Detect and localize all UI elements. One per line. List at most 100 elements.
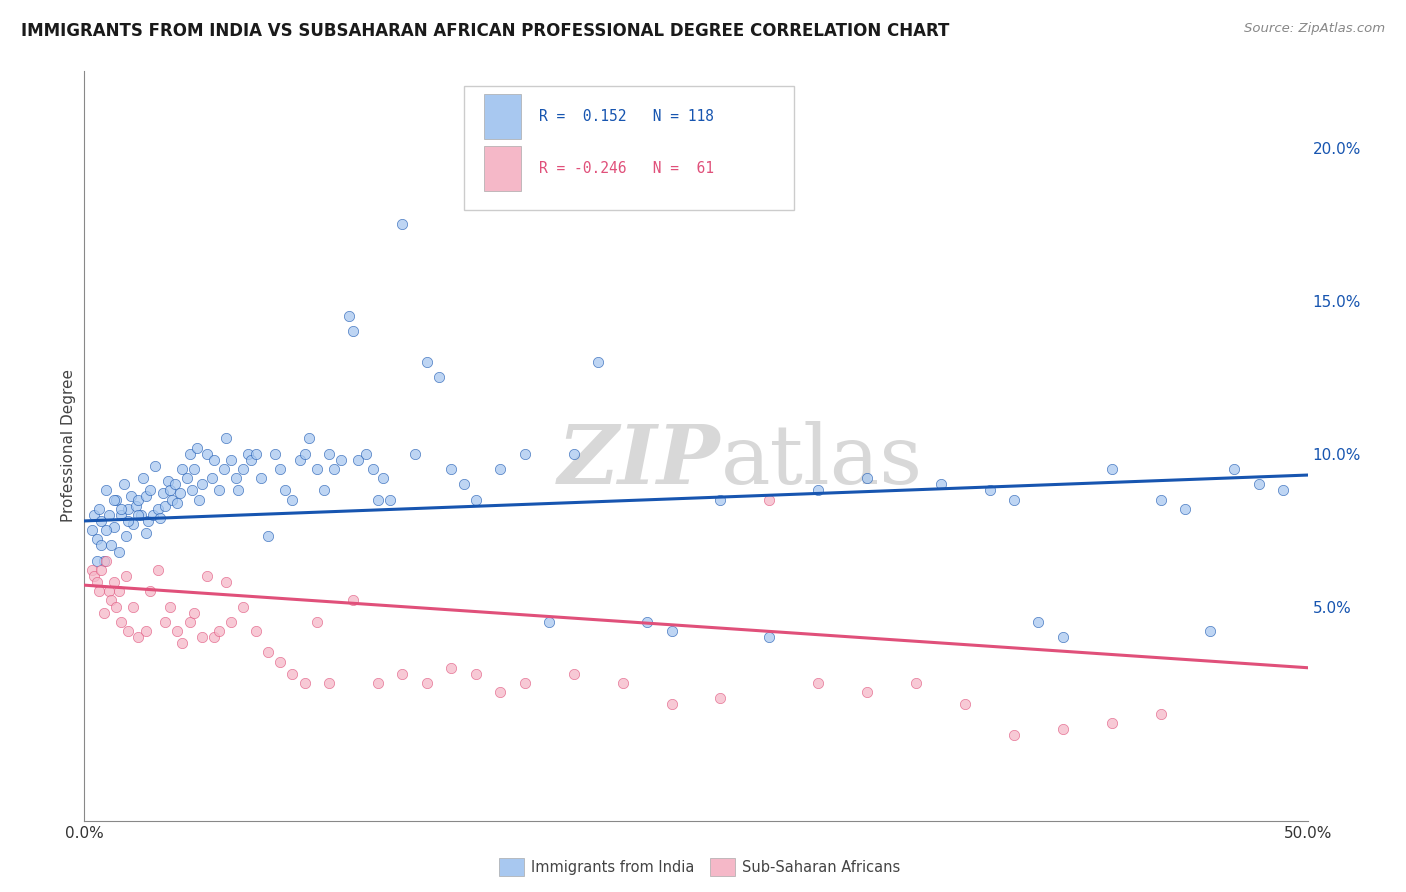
Point	[179, 447, 201, 461]
Point	[1101, 462, 1123, 476]
Point	[172, 462, 194, 476]
Point	[195, 569, 218, 583]
Point	[122, 599, 145, 614]
Point	[391, 666, 413, 681]
Point	[135, 490, 157, 504]
Point	[440, 661, 463, 675]
Point	[1052, 630, 1074, 644]
Point	[1052, 722, 1074, 736]
Point	[416, 355, 439, 369]
Point	[337, 309, 360, 323]
Point	[132, 471, 155, 485]
Point	[143, 458, 166, 473]
Point	[135, 526, 157, 541]
Point	[97, 508, 120, 522]
Point	[163, 477, 186, 491]
Point	[107, 544, 129, 558]
Point	[117, 501, 139, 516]
Point	[269, 655, 291, 669]
Point	[257, 529, 280, 543]
Point	[347, 452, 370, 467]
Point	[538, 615, 561, 629]
Point	[856, 471, 879, 485]
Point	[110, 508, 132, 522]
Point	[181, 483, 204, 498]
Point	[152, 486, 174, 500]
Point	[427, 370, 450, 384]
Point	[129, 508, 152, 522]
Point	[1247, 477, 1270, 491]
Point	[83, 508, 105, 522]
Point	[1101, 715, 1123, 730]
Point	[191, 477, 214, 491]
Point	[239, 452, 262, 467]
Point	[709, 691, 731, 706]
Point	[195, 447, 218, 461]
Point	[86, 533, 108, 547]
Point	[100, 593, 122, 607]
Point	[249, 471, 271, 485]
Point	[139, 483, 162, 498]
Point	[367, 492, 389, 507]
Point	[153, 615, 176, 629]
Point	[318, 676, 340, 690]
Point	[87, 584, 110, 599]
Y-axis label: Professional Degree: Professional Degree	[60, 369, 76, 523]
Point	[953, 698, 976, 712]
FancyBboxPatch shape	[464, 87, 794, 210]
Point	[1272, 483, 1295, 498]
Text: IMMIGRANTS FROM INDIA VS SUBSAHARAN AFRICAN PROFESSIONAL DEGREE CORRELATION CHAR: IMMIGRANTS FROM INDIA VS SUBSAHARAN AFRI…	[21, 22, 949, 40]
Point	[856, 685, 879, 699]
Point	[169, 486, 191, 500]
Point	[162, 492, 184, 507]
Point	[166, 495, 188, 509]
Point	[758, 492, 780, 507]
Point	[183, 462, 205, 476]
Point	[281, 492, 304, 507]
Point	[232, 599, 254, 614]
Point	[238, 447, 260, 461]
Point	[1150, 492, 1173, 507]
Point	[636, 615, 658, 629]
Point	[288, 452, 311, 467]
Point	[562, 666, 585, 681]
Point	[464, 666, 486, 681]
Point	[228, 483, 250, 498]
Point	[232, 462, 254, 476]
Point	[159, 599, 181, 614]
Point	[96, 554, 118, 568]
Point	[215, 575, 238, 590]
Point	[166, 624, 188, 638]
Point	[489, 685, 512, 699]
Point	[979, 483, 1001, 498]
Point	[191, 630, 214, 644]
Point	[1002, 492, 1025, 507]
Point	[404, 447, 426, 461]
Point	[245, 447, 267, 461]
Point	[103, 575, 125, 590]
Point	[367, 676, 389, 690]
Point	[1028, 615, 1050, 629]
Point	[225, 471, 247, 485]
Point	[139, 584, 162, 599]
Text: atlas: atlas	[720, 421, 922, 501]
Point	[156, 474, 179, 488]
Point	[1150, 706, 1173, 721]
Point	[100, 538, 122, 552]
Point	[110, 615, 132, 629]
Point	[87, 501, 110, 516]
Point	[86, 554, 108, 568]
Point	[281, 666, 304, 681]
Point	[709, 492, 731, 507]
Point	[105, 599, 128, 614]
Point	[202, 452, 225, 467]
Point	[219, 452, 242, 467]
Point	[219, 615, 242, 629]
Point	[562, 447, 585, 461]
Point	[274, 483, 297, 498]
Point	[371, 471, 394, 485]
Point	[758, 630, 780, 644]
Point	[179, 615, 201, 629]
Point	[661, 624, 683, 638]
Point	[513, 447, 536, 461]
